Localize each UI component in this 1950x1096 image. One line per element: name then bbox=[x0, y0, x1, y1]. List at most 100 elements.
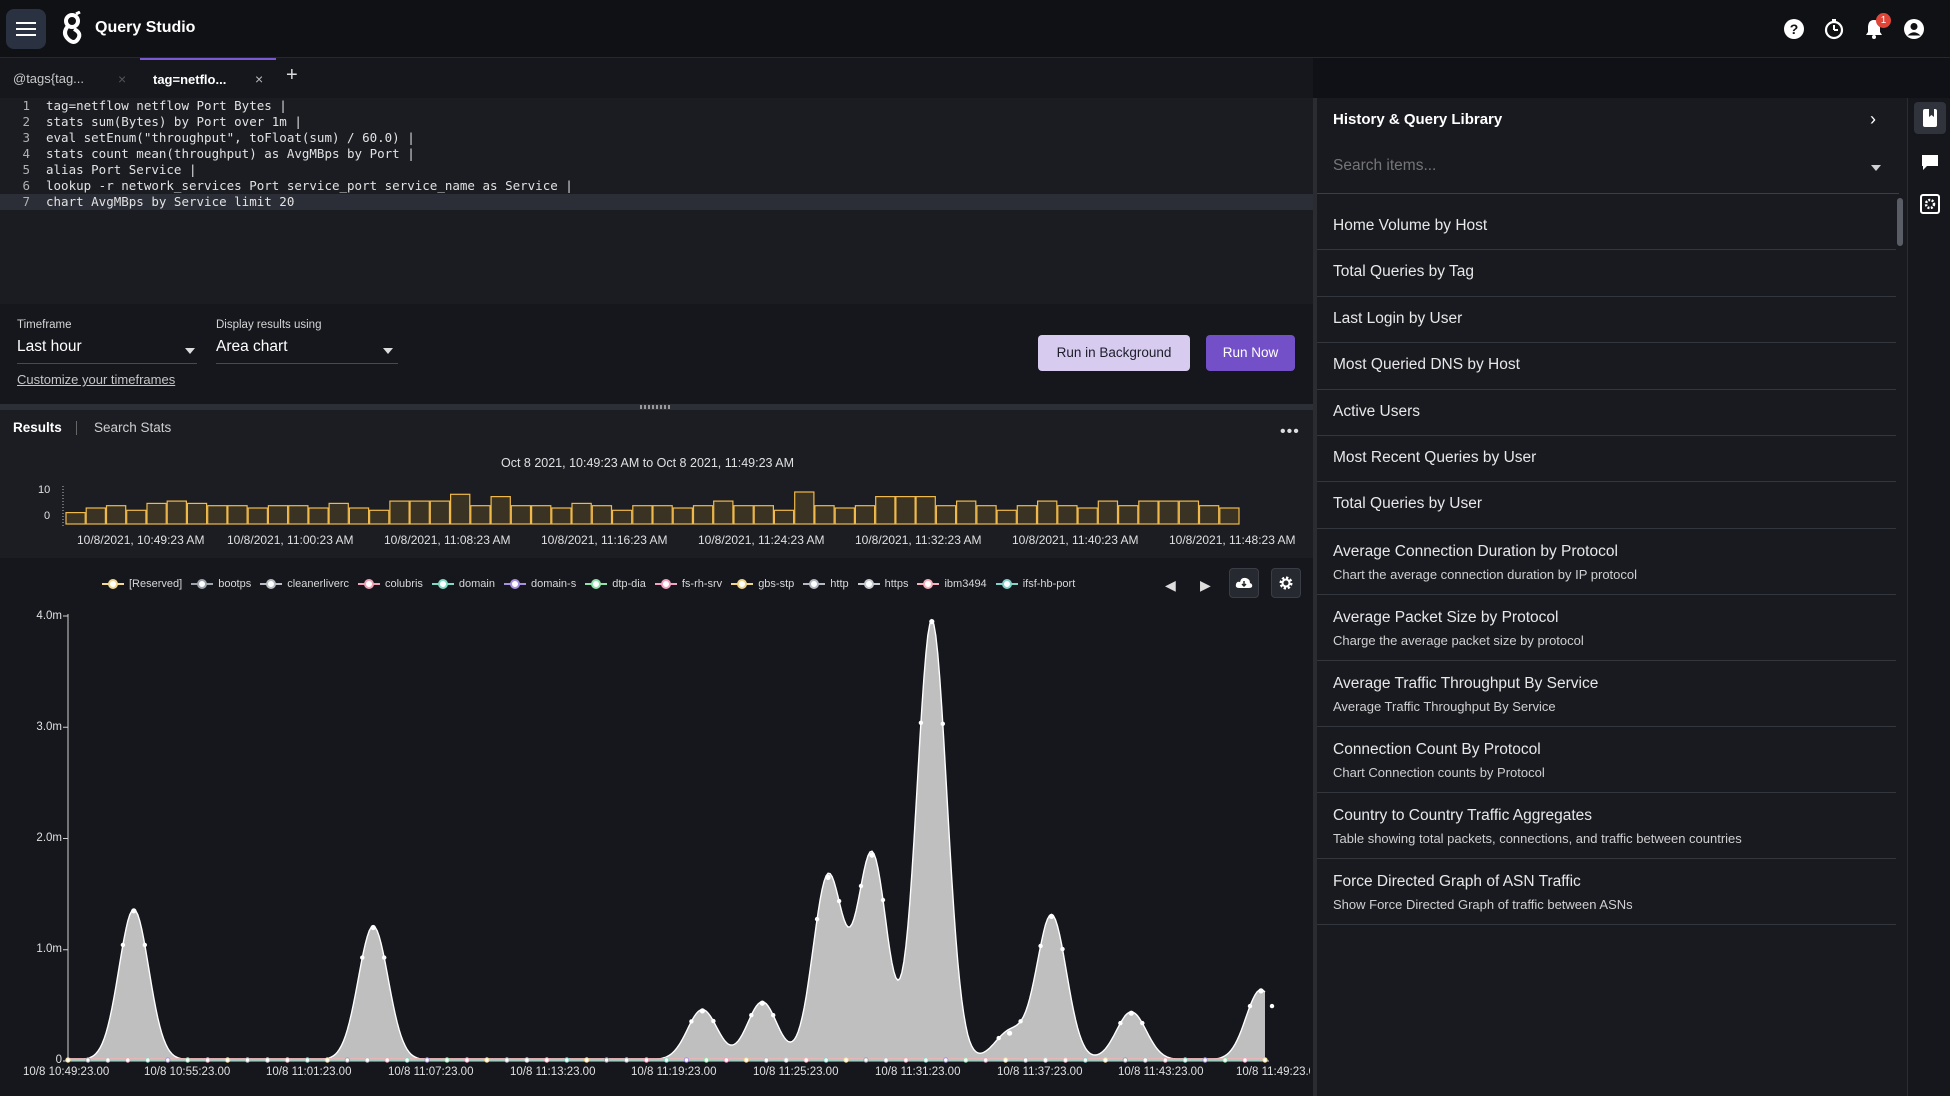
more-options-icon[interactable]: ••• bbox=[1280, 423, 1300, 440]
editor-results-splitter[interactable] bbox=[0, 404, 1313, 410]
overview-bar[interactable] bbox=[652, 505, 673, 525]
query-editor[interactable]: 1 tag=netflow netflow Port Bytes | 2 stats… bbox=[0, 98, 1313, 304]
hamburger-menu-button[interactable] bbox=[6, 9, 46, 49]
overview-bar[interactable] bbox=[1036, 500, 1058, 525]
legend-item[interactable]: fs-rh-srv bbox=[654, 574, 722, 594]
library-item[interactable]: Country to Country Traffic Aggregates Tab… bbox=[1317, 793, 1896, 859]
overview-bar[interactable] bbox=[915, 495, 936, 525]
overview-bar[interactable] bbox=[247, 507, 268, 525]
overview-bar[interactable] bbox=[85, 507, 106, 525]
overview-bar[interactable] bbox=[1077, 507, 1098, 525]
overview-bar[interactable] bbox=[126, 509, 147, 525]
legend-next-icon[interactable]: ▶ bbox=[1200, 577, 1211, 593]
overview-bar[interactable] bbox=[733, 505, 754, 525]
settings-rail-button[interactable] bbox=[1914, 188, 1946, 220]
overview-bar[interactable] bbox=[65, 511, 86, 525]
timer-icon[interactable] bbox=[1822, 17, 1846, 41]
legend-item[interactable]: ibm3494 bbox=[917, 574, 987, 594]
overview-bar[interactable] bbox=[409, 500, 430, 525]
legend-item[interactable]: bootps bbox=[191, 574, 251, 594]
overview-bar[interactable] bbox=[692, 505, 714, 525]
library-item[interactable]: Total Queries by Tag bbox=[1317, 250, 1896, 297]
library-rail-button[interactable] bbox=[1914, 102, 1946, 134]
library-item[interactable]: Active Users bbox=[1317, 390, 1896, 436]
overview-bar[interactable] bbox=[1097, 500, 1119, 525]
overview-bar[interactable] bbox=[955, 500, 977, 525]
overview-bar[interactable] bbox=[1198, 505, 1220, 525]
add-tab-icon[interactable]: + bbox=[286, 64, 298, 86]
overview-bar[interactable] bbox=[895, 495, 916, 525]
overview-bar[interactable] bbox=[429, 500, 451, 525]
library-item[interactable]: Average Traffic Throughput By Service Ave… bbox=[1317, 661, 1896, 727]
overview-bar[interactable] bbox=[369, 509, 390, 525]
area-chart-plot[interactable] bbox=[0, 558, 1313, 1096]
legend-prev-icon[interactable]: ◀ bbox=[1165, 577, 1176, 593]
library-scrollbar[interactable] bbox=[1897, 198, 1903, 246]
overview-bar[interactable] bbox=[935, 505, 957, 525]
close-tab-icon[interactable]: × bbox=[118, 71, 127, 87]
legend-item[interactable]: https bbox=[857, 574, 908, 594]
legend-item[interactable]: gbs-stp bbox=[731, 574, 794, 594]
legend-item[interactable]: ifsf-hb-port bbox=[995, 574, 1075, 594]
overview-bar[interactable] bbox=[611, 509, 633, 525]
overview-bar[interactable] bbox=[1016, 505, 1038, 525]
legend-item[interactable]: domain bbox=[431, 574, 495, 594]
overview-bar[interactable] bbox=[591, 505, 613, 525]
notifications-icon[interactable]: 1 bbox=[1862, 13, 1891, 41]
overview-bar[interactable] bbox=[794, 491, 815, 525]
legend-item[interactable]: http bbox=[803, 574, 849, 594]
overview-bar[interactable] bbox=[105, 505, 127, 525]
overview-bar[interactable] bbox=[470, 505, 491, 525]
overview-bar[interactable] bbox=[450, 493, 471, 525]
chart-settings-button[interactable] bbox=[1271, 568, 1301, 598]
overview-bar[interactable] bbox=[834, 507, 856, 525]
collapse-panel-icon[interactable]: › bbox=[1870, 109, 1876, 129]
legend-item[interactable]: cleanerliverc bbox=[260, 574, 349, 594]
overview-bar[interactable] bbox=[1057, 505, 1078, 525]
tab-netflow-query[interactable]: tag=netflo... bbox=[140, 58, 276, 98]
overview-bar[interactable] bbox=[773, 509, 795, 525]
overview-bar[interactable] bbox=[186, 502, 208, 525]
overview-bar[interactable] bbox=[1158, 500, 1179, 525]
overview-bar[interactable] bbox=[166, 500, 187, 525]
overview-bar[interactable] bbox=[571, 502, 592, 525]
overview-bar[interactable] bbox=[490, 495, 511, 525]
library-search-input[interactable] bbox=[1333, 157, 1833, 175]
overview-bar[interactable] bbox=[632, 505, 653, 525]
run-in-background-button[interactable]: Run in Background bbox=[1038, 335, 1190, 371]
overview-bar[interactable] bbox=[672, 507, 694, 525]
overview-bar[interactable] bbox=[1219, 507, 1240, 525]
overview-bars[interactable] bbox=[0, 446, 1313, 558]
overview-bar[interactable] bbox=[1138, 500, 1159, 525]
overview-bar[interactable] bbox=[389, 500, 410, 525]
library-item[interactable]: Last Login by User bbox=[1317, 297, 1896, 344]
library-item[interactable]: Connection Count By Protocol Chart Connec… bbox=[1317, 727, 1896, 793]
legend-item[interactable]: domain-s bbox=[503, 574, 576, 594]
overview-bar[interactable] bbox=[1178, 500, 1200, 525]
overview-bar[interactable] bbox=[814, 505, 835, 525]
overview-bar[interactable] bbox=[267, 505, 289, 525]
tab-results[interactable]: Results bbox=[13, 420, 62, 435]
overview-bar[interactable] bbox=[348, 507, 370, 525]
library-item[interactable]: Average Connection Duration by Protocol C… bbox=[1317, 529, 1896, 595]
panel-splitter[interactable] bbox=[1313, 98, 1317, 1096]
legend-item[interactable]: [Reserved] bbox=[102, 574, 182, 594]
run-now-button[interactable]: Run Now bbox=[1206, 335, 1295, 371]
customize-timeframes-link[interactable]: Customize your timeframes bbox=[17, 372, 176, 387]
comments-rail-button[interactable] bbox=[1914, 146, 1946, 178]
library-item[interactable]: Home Volume by Host bbox=[1317, 204, 1896, 251]
overview-bar[interactable] bbox=[713, 500, 734, 525]
overview-bar[interactable] bbox=[328, 502, 349, 525]
library-item[interactable]: Average Packet Size by Protocol Charge th… bbox=[1317, 595, 1896, 661]
overview-bar[interactable] bbox=[753, 505, 775, 525]
overview-bar[interactable] bbox=[530, 505, 552, 525]
overview-bar[interactable] bbox=[288, 505, 309, 525]
overview-bar[interactable] bbox=[996, 509, 1017, 525]
overview-bar[interactable] bbox=[1117, 505, 1139, 525]
overview-bar[interactable] bbox=[146, 502, 167, 525]
legend-item[interactable]: colubris bbox=[357, 574, 423, 594]
overview-bar[interactable] bbox=[308, 507, 329, 525]
overview-bar[interactable] bbox=[976, 505, 997, 525]
overview-bar[interactable] bbox=[510, 505, 532, 525]
overview-bar[interactable] bbox=[207, 505, 228, 525]
